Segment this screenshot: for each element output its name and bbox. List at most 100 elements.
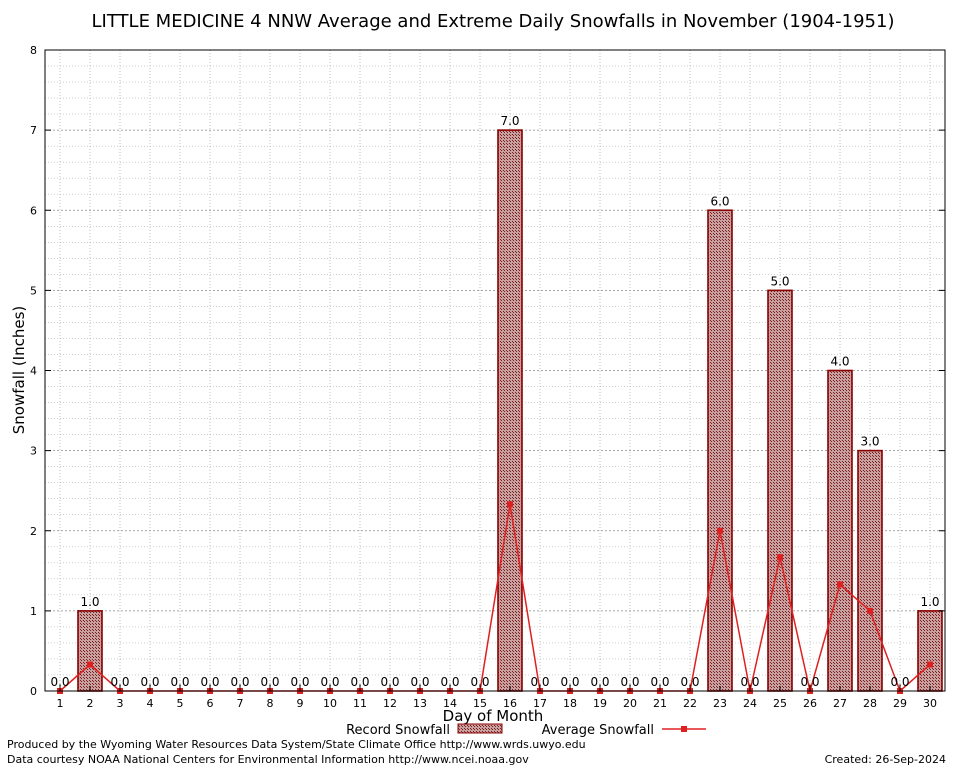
y-axis-label: Snowfall (Inches) <box>10 306 28 434</box>
x-tick-label: 2 <box>87 697 94 710</box>
axes-layer <box>44 49 946 692</box>
x-tick-label: 20 <box>623 697 637 710</box>
x-tick-label: 18 <box>563 697 577 710</box>
bar-value-label: 0.0 <box>110 675 129 689</box>
y-tick-label: 6 <box>30 204 37 217</box>
x-tick-label: 1 <box>57 697 64 710</box>
record-bar <box>707 209 733 692</box>
record-bar <box>767 289 793 692</box>
bar-value-label: 0.0 <box>290 675 309 689</box>
bar-value-label: 5.0 <box>770 274 789 288</box>
bar-value-label: 0.0 <box>800 675 819 689</box>
y-tick-label: 4 <box>30 365 37 378</box>
x-tick-label: 8 <box>267 697 274 710</box>
legend-average-label: Average Snowfall <box>542 723 654 738</box>
y-tick-label: 5 <box>30 284 37 297</box>
footer-courtesy: Data courtesy NOAA National Centers for … <box>7 753 529 766</box>
x-tick-label: 29 <box>893 697 907 710</box>
x-tick-label: 28 <box>863 697 877 710</box>
average-point <box>507 501 513 508</box>
x-tick-label: 30 <box>923 697 937 710</box>
average-point <box>927 661 933 668</box>
record-bar <box>827 369 853 692</box>
legend-record-swatch <box>457 723 503 734</box>
bar-value-label: 0.0 <box>230 675 249 689</box>
bar-value-label: 3.0 <box>860 435 879 449</box>
x-tick-label: 9 <box>297 697 304 710</box>
footer-created: Created: 26-Sep-2024 <box>825 753 946 766</box>
x-tick-label: 13 <box>413 697 427 710</box>
y-tick-label: 8 <box>30 44 37 57</box>
legend-record-label: Record Snowfall <box>346 723 450 738</box>
x-tick-label: 6 <box>207 697 214 710</box>
x-tick-label: 17 <box>533 697 547 710</box>
x-tick-label: 3 <box>117 697 124 710</box>
bar-value-label: 6.0 <box>710 194 729 208</box>
bar-value-label: 7.0 <box>500 114 519 128</box>
bar-value-label: 0.0 <box>680 675 699 689</box>
legend: Record Snowfall Average Snowfall <box>346 723 706 738</box>
x-tick-label: 7 <box>237 697 244 710</box>
bar-value-label: 0.0 <box>200 675 219 689</box>
x-tick-label: 19 <box>593 697 607 710</box>
y-tick-label: 1 <box>30 605 37 618</box>
bar-value-label: 0.0 <box>590 675 609 689</box>
grid-layer <box>45 50 945 691</box>
average-point <box>87 661 93 668</box>
bar-value-label: 0.0 <box>140 675 159 689</box>
x-tick-label: 25 <box>773 697 787 710</box>
labels-layer: 0.0 1.0 0.0 0.0 0.0 0.0 0.0 0.0 0.0 0.0 0.0 0.0 0.0 0… <box>30 44 940 710</box>
x-tick-label: 22 <box>683 697 697 710</box>
bar-value-label: 0.0 <box>620 675 639 689</box>
bar-value-label: 0.0 <box>50 675 69 689</box>
average-snowfall-line <box>59 504 931 693</box>
average-point <box>777 554 783 561</box>
average-point <box>837 581 843 588</box>
y-tick-label: 7 <box>30 124 37 137</box>
chart-title: LITTLE MEDICINE 4 NNW Average and Extrem… <box>92 11 895 32</box>
average-point <box>717 527 723 534</box>
bar-value-label: 0.0 <box>560 675 579 689</box>
record-bar <box>857 449 883 692</box>
legend-average-marker <box>681 726 687 732</box>
bar-value-label: 0.0 <box>470 675 489 689</box>
average-line-layer <box>57 501 933 694</box>
bar-value-label: 0.0 <box>170 675 189 689</box>
x-tick-label: 21 <box>653 697 667 710</box>
x-tick-label: 11 <box>353 697 367 710</box>
bar-value-label: 0.0 <box>260 675 279 689</box>
x-tick-label: 27 <box>833 697 847 710</box>
bar-value-label: 4.0 <box>830 355 849 369</box>
x-tick-label: 23 <box>713 697 727 710</box>
x-tick-label: 12 <box>383 697 397 710</box>
bar-value-label: 1.0 <box>80 595 99 609</box>
bar-value-label: 0.0 <box>410 675 429 689</box>
x-tick-label: 26 <box>803 697 817 710</box>
footer-produced-by: Produced by the Wyoming Water Resources … <box>7 738 586 751</box>
bar-value-label: 0.0 <box>890 675 909 689</box>
average-point <box>867 607 873 614</box>
record-bar <box>497 129 523 692</box>
x-tick-label: 14 <box>443 697 457 710</box>
x-tick-label: 4 <box>147 697 154 710</box>
bar-value-label: 0.0 <box>350 675 369 689</box>
bar-value-label: 0.0 <box>650 675 669 689</box>
bar-value-label: 0.0 <box>530 675 549 689</box>
y-tick-label: 2 <box>30 525 37 538</box>
bar-value-label: 0.0 <box>440 675 459 689</box>
x-tick-label: 10 <box>323 697 337 710</box>
x-tick-label: 5 <box>177 697 184 710</box>
bar-value-label: 0.0 <box>740 675 759 689</box>
x-tick-label: 15 <box>473 697 487 710</box>
record-bar <box>917 610 943 692</box>
bar-value-label: 0.0 <box>320 675 339 689</box>
bar-value-label: 0.0 <box>380 675 399 689</box>
x-axis-label: Day of Month <box>443 707 544 725</box>
x-tick-label: 24 <box>743 697 757 710</box>
y-tick-label: 3 <box>30 445 37 458</box>
record-bar <box>77 610 103 692</box>
x-tick-label: 16 <box>503 697 517 710</box>
bars-layer <box>77 129 943 692</box>
